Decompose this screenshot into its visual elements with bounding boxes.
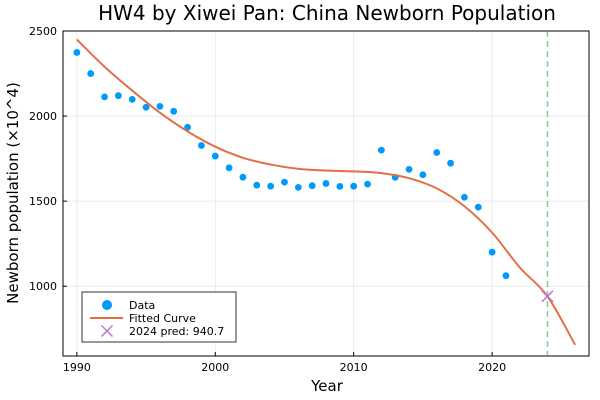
data-point — [156, 102, 164, 110]
data-point — [502, 272, 510, 280]
data-point — [170, 107, 178, 115]
data-point — [350, 182, 358, 190]
y-tick-label: 1500 — [29, 195, 57, 208]
data-point — [377, 146, 385, 154]
legend-prediction-stroke — [100, 324, 114, 338]
fitted-curve-line — [76, 38, 577, 346]
data-point — [433, 149, 441, 156]
data-point — [114, 92, 122, 100]
plot-frame — [62, 30, 590, 357]
x-axis-label: Year — [310, 377, 344, 395]
prediction-marker — [541, 290, 554, 303]
data-point — [474, 203, 482, 211]
data-point — [364, 180, 371, 188]
x-tick-label: 2010 — [340, 361, 368, 374]
data-point — [225, 164, 233, 172]
data-point — [253, 181, 261, 189]
legend-label-data: Data — [129, 299, 155, 312]
y-tick-label: 2500 — [29, 25, 57, 38]
x-tick-label: 1990 — [63, 361, 91, 374]
legend-symbol-prediction — [100, 324, 114, 338]
data-point — [87, 70, 95, 77]
data-point — [198, 142, 205, 149]
data-point — [239, 173, 247, 181]
x-tick-label: 2020 — [478, 361, 506, 374]
data-point — [281, 178, 288, 186]
data-point — [336, 182, 344, 190]
data-point — [308, 182, 316, 190]
data-point — [211, 152, 219, 160]
chart-title: HW4 by Xiwei Pan: China Newborn Populati… — [98, 1, 556, 25]
data-point — [128, 96, 136, 103]
y-tick-label: 1000 — [29, 280, 57, 293]
data-point — [184, 123, 191, 131]
data-point — [101, 93, 108, 101]
x-tick-label: 2000 — [201, 361, 229, 374]
legend-label-prediction: 2024 pred: 940.7 — [129, 325, 224, 338]
grid — [63, 30, 589, 356]
data-point — [267, 182, 275, 190]
y-axis-ticks: 1000 1500 2000 2500 — [29, 25, 67, 293]
x-axis-ticks: 1990 2000 2010 2020 — [63, 352, 506, 374]
legend: Data Fitted Curve 2024 pred: 940.7 — [81, 291, 237, 343]
y-axis-label: Newborn population (×10^4) — [4, 82, 22, 304]
data-points — [73, 49, 510, 280]
data-point — [405, 165, 413, 173]
data-point — [447, 159, 454, 167]
prediction-marker-stroke — [541, 290, 554, 303]
data-point — [461, 193, 468, 201]
data-point — [322, 180, 330, 187]
legend-symbol-data — [102, 300, 112, 310]
data-point — [488, 248, 496, 256]
data-point — [73, 49, 81, 56]
data-point — [142, 103, 150, 111]
y-tick-label: 2000 — [29, 110, 57, 123]
data-point — [419, 171, 427, 179]
legend-label-fitted-curve: Fitted Curve — [129, 312, 196, 325]
data-point — [294, 183, 302, 191]
